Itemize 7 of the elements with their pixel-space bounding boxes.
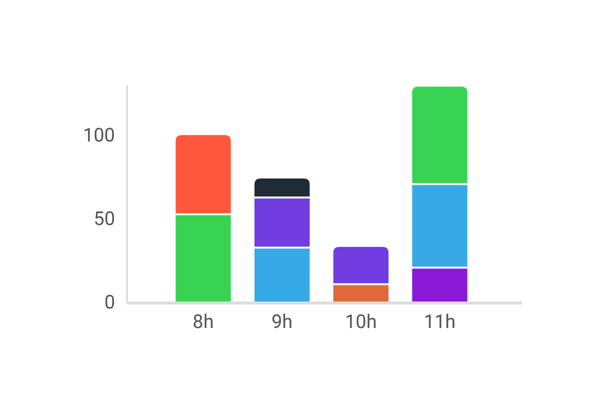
x-tick-label: 10h [345,310,377,333]
x-tick-label: 11h [424,310,456,333]
x-tick-label: 8h [192,310,214,333]
x-tick-label: 9h [272,310,293,333]
y-tick-label: 50 [94,207,115,230]
y-tick-label: 0 [104,290,115,314]
y-tick-label: 100 [82,124,115,147]
